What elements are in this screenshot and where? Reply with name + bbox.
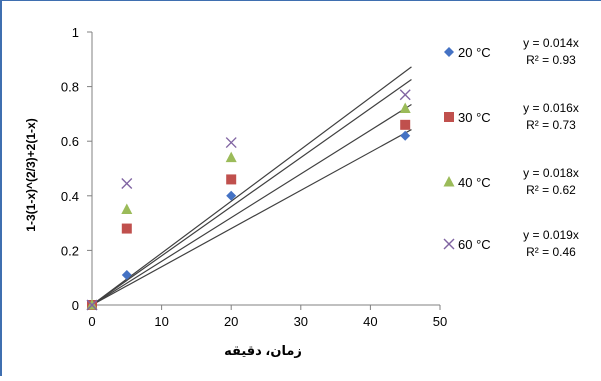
y-tick-label: 0.2 [61, 243, 79, 258]
x-marker-stroke [121, 178, 133, 190]
data-point-square [444, 112, 454, 122]
trendlines [91, 66, 412, 306]
data-point-x [399, 89, 411, 101]
trendline-equation: y = 0.014x [523, 36, 579, 50]
data-point-square [400, 119, 411, 130]
x-tick-label: 20 [224, 314, 238, 329]
markers [86, 89, 411, 311]
data-point-diamond [226, 190, 237, 201]
data-point-triangle [399, 102, 411, 113]
data-point-diamond [121, 269, 132, 280]
y-tick-label: 0 [72, 298, 79, 313]
legend-label: 60 °C [458, 237, 491, 252]
axes: 0 10 20 30 40 50 0 0.2 0.4 0.6 0.8 1 [61, 25, 447, 329]
data-point-x [225, 137, 237, 149]
data-point-diamond [400, 130, 411, 141]
x-marker-stroke [86, 299, 98, 311]
x-tick-label: 0 [88, 314, 95, 329]
x-tick-label: 40 [363, 314, 377, 329]
data-point-triangle [121, 203, 133, 214]
r-squared-label: R² = 0.62 [526, 183, 576, 197]
y-tick-label: 0.6 [61, 134, 79, 149]
data-point-x [86, 299, 98, 311]
trendline [91, 104, 412, 306]
trendline [91, 78, 412, 306]
data-point-square [226, 174, 237, 185]
data-point-diamond [444, 47, 454, 57]
x-marker-stroke [399, 89, 411, 101]
trendline-equation: y = 0.019x [523, 228, 579, 242]
x-marker-stroke [225, 137, 237, 149]
trendline-equation: y = 0.018x [523, 166, 579, 180]
data-point-triangle [443, 176, 455, 187]
trendline [91, 66, 412, 306]
r-squared-label: R² = 0.73 [526, 118, 576, 132]
data-point-x [121, 178, 133, 190]
r-squared-label: R² = 0.46 [526, 245, 576, 259]
data-point-x [443, 238, 455, 250]
y-tick-label: 0.4 [61, 189, 79, 204]
data-point-triangle [225, 151, 237, 163]
x-marker-stroke [443, 238, 455, 250]
x-tick-label: 50 [433, 314, 447, 329]
legend: 20 °C y = 0.014x R² = 0.93 30 °C y = 0.016x R… [443, 36, 579, 259]
x-tick-label: 10 [154, 314, 168, 329]
r-squared-label: R² = 0.93 [526, 53, 576, 67]
y-axis-label: 1-3(1-x)^(2/3)+2(1-x) [24, 118, 38, 231]
data-point-square [121, 223, 132, 234]
trendline-equation: y = 0.016x [523, 101, 579, 115]
x-tick-label: 30 [294, 314, 308, 329]
y-tick-label: 1 [72, 25, 79, 40]
trendline [91, 129, 412, 306]
legend-label: 40 °C [458, 175, 491, 190]
legend-label: 20 °C [458, 45, 491, 60]
y-tick-label: 0.8 [61, 80, 79, 95]
legend-label: 30 °C [458, 110, 491, 125]
x-axis-label: زمان، دقیقه [224, 343, 302, 358]
